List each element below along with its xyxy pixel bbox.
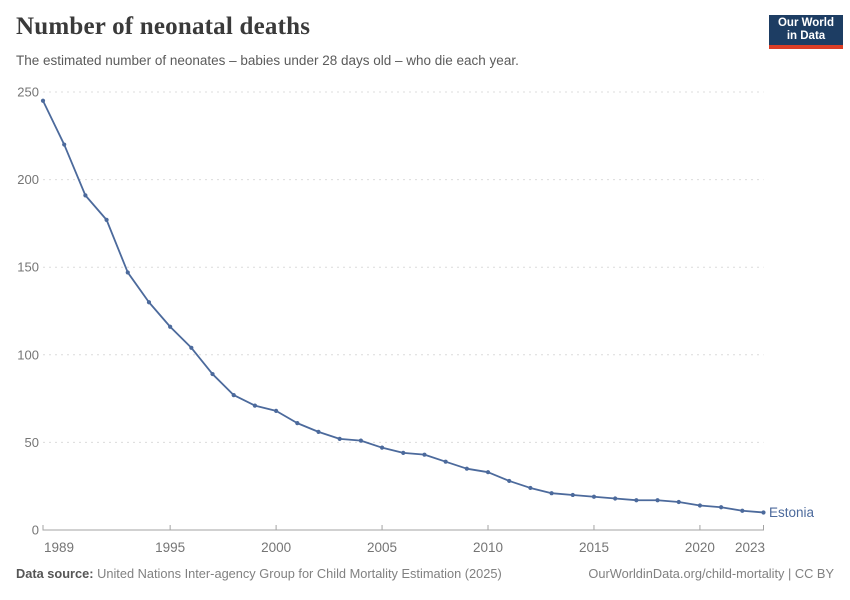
license-link[interactable]: OurWorldinData.org/child-mortality | CC … — [588, 566, 834, 581]
data-point[interactable] — [401, 450, 406, 456]
page-title: Number of neonatal deaths — [16, 13, 311, 40]
data-point[interactable] — [231, 392, 236, 398]
y-tick-label: 250 — [17, 85, 39, 100]
data-source: Data source: United Nations Inter-agency… — [16, 566, 502, 581]
entity-label[interactable]: Estonia — [769, 505, 815, 520]
data-point[interactable] — [210, 371, 215, 377]
owid-logo-line2: in Data — [786, 30, 826, 42]
chart-subtitle: The estimated number of neonates – babie… — [16, 53, 519, 68]
data-point[interactable] — [485, 470, 491, 475]
data-point[interactable] — [125, 270, 130, 275]
data-point[interactable] — [761, 510, 766, 515]
data-point[interactable] — [697, 503, 703, 508]
y-tick-label: 150 — [17, 260, 39, 275]
x-tick-label: 2000 — [261, 540, 291, 555]
data-point[interactable] — [83, 193, 88, 198]
data-point[interactable] — [104, 217, 109, 222]
data-point[interactable] — [507, 478, 512, 484]
data-point[interactable] — [189, 345, 194, 350]
data-point[interactable] — [676, 499, 681, 505]
data-point[interactable] — [40, 98, 46, 103]
owid-logo[interactable]: Our World in Data — [769, 15, 843, 49]
x-tick-label: 1989 — [44, 540, 74, 555]
data-point[interactable] — [146, 300, 152, 305]
data-point[interactable] — [274, 408, 279, 413]
data-point[interactable] — [570, 492, 575, 498]
data-point[interactable] — [719, 505, 724, 510]
data-source-label: Data source: — [16, 566, 94, 581]
data-point[interactable] — [422, 452, 427, 457]
data-point[interactable] — [316, 429, 321, 434]
x-tick-label: 2010 — [473, 540, 503, 555]
data-point[interactable] — [655, 498, 660, 503]
x-tick-label: 2005 — [367, 540, 397, 555]
data-point[interactable] — [168, 324, 173, 329]
data-point[interactable] — [549, 491, 554, 496]
data-point[interactable] — [740, 508, 745, 513]
data-point[interactable] — [464, 466, 469, 471]
y-tick-label: 200 — [17, 172, 39, 187]
y-tick-label: 0 — [32, 523, 39, 538]
data-point[interactable] — [634, 498, 639, 503]
owid-logo-line1: Our World — [777, 17, 834, 29]
data-point[interactable] — [379, 445, 385, 450]
y-tick-label: 100 — [17, 347, 39, 362]
data-point[interactable] — [295, 421, 300, 426]
x-tick-label: 1995 — [155, 540, 185, 555]
x-tick-label: 2015 — [579, 540, 609, 555]
data-point[interactable] — [591, 494, 597, 499]
y-tick-label: 50 — [25, 435, 39, 450]
chart-footer: Data source: United Nations Inter-agency… — [16, 566, 834, 581]
data-source-text: United Nations Inter-agency Group for Ch… — [93, 566, 502, 581]
data-point[interactable] — [62, 142, 67, 147]
data-point[interactable] — [337, 436, 342, 441]
data-point[interactable] — [613, 496, 618, 501]
x-tick-label: 2023 — [735, 540, 765, 555]
data-point[interactable] — [358, 438, 363, 443]
data-point[interactable] — [528, 485, 533, 491]
x-tick-label: 2020 — [685, 540, 715, 555]
data-point[interactable] — [252, 403, 258, 408]
data-point[interactable] — [443, 459, 448, 464]
data-line — [42, 99, 765, 514]
